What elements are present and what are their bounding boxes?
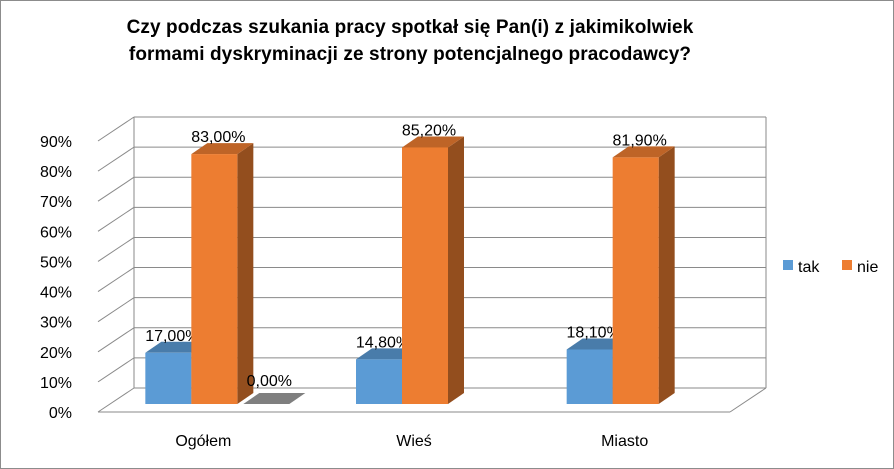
gridline-side <box>97 357 135 383</box>
y-tick-label: 90% <box>40 134 72 151</box>
gridline-side <box>97 297 135 323</box>
bar-side-nie <box>237 143 254 405</box>
x-category-label: Ogółem <box>175 433 231 450</box>
data-label-nie: 81,90% <box>613 132 667 149</box>
legend-swatch-tak <box>783 260 793 270</box>
bar-tak <box>145 352 192 404</box>
bar-top-nie <box>191 143 254 155</box>
y-tick-label: 80% <box>40 164 72 181</box>
gridline-side <box>97 206 135 232</box>
bar-tak <box>566 349 613 404</box>
legend-swatch-nie <box>842 260 852 270</box>
y-tick-label: 50% <box>40 254 72 271</box>
data-label-tak: 18,10% <box>567 324 621 341</box>
bar-tak <box>356 359 402 404</box>
y-tick-label: 10% <box>40 375 72 392</box>
chart-title-line-1: Czy podczas szukania pracy spotkał się P… <box>126 17 694 38</box>
bar-top-nie <box>402 136 464 148</box>
bar-nie <box>402 147 448 404</box>
bar-top-nie <box>612 146 675 158</box>
data-label-nie: 85,20% <box>402 122 456 139</box>
y-tick-label: 60% <box>40 224 72 241</box>
y-tick-label: 20% <box>40 345 72 362</box>
chart-title: Czy podczas szukania pracy spotkał się P… <box>110 14 710 68</box>
x-category-label: Miasto <box>601 433 648 450</box>
bar-zero-marker <box>243 393 306 404</box>
y-tick-label: 40% <box>40 285 72 302</box>
floor-side-edge <box>729 387 767 413</box>
y-tick-label: 30% <box>40 315 72 332</box>
chart-title-line-2: formami dyskryminacji ze strony potencja… <box>128 44 692 65</box>
gridline-side <box>97 267 135 292</box>
data-label-extra: 0,00% <box>247 373 292 390</box>
gridline-side <box>97 116 135 142</box>
y-tick-label: 70% <box>40 194 72 211</box>
gridline-side <box>97 327 135 353</box>
gridline-side <box>97 387 135 413</box>
legend-label-tak: tak <box>798 259 820 276</box>
y-tick-label: 0% <box>49 405 72 422</box>
bar-side-nie <box>448 136 464 404</box>
gridline-side <box>97 176 135 202</box>
legend-label-nie: nie <box>857 259 878 276</box>
x-category-label: Wieś <box>396 433 432 450</box>
bar-nie <box>191 154 238 404</box>
data-label-tak: 17,00% <box>145 328 199 345</box>
bar-nie <box>612 157 659 404</box>
gridline-side <box>97 237 135 262</box>
data-label-tak: 14,80% <box>356 334 410 351</box>
gridline-side <box>97 146 135 172</box>
data-label-nie: 83,00% <box>191 129 245 146</box>
bar-side-nie <box>658 146 675 404</box>
